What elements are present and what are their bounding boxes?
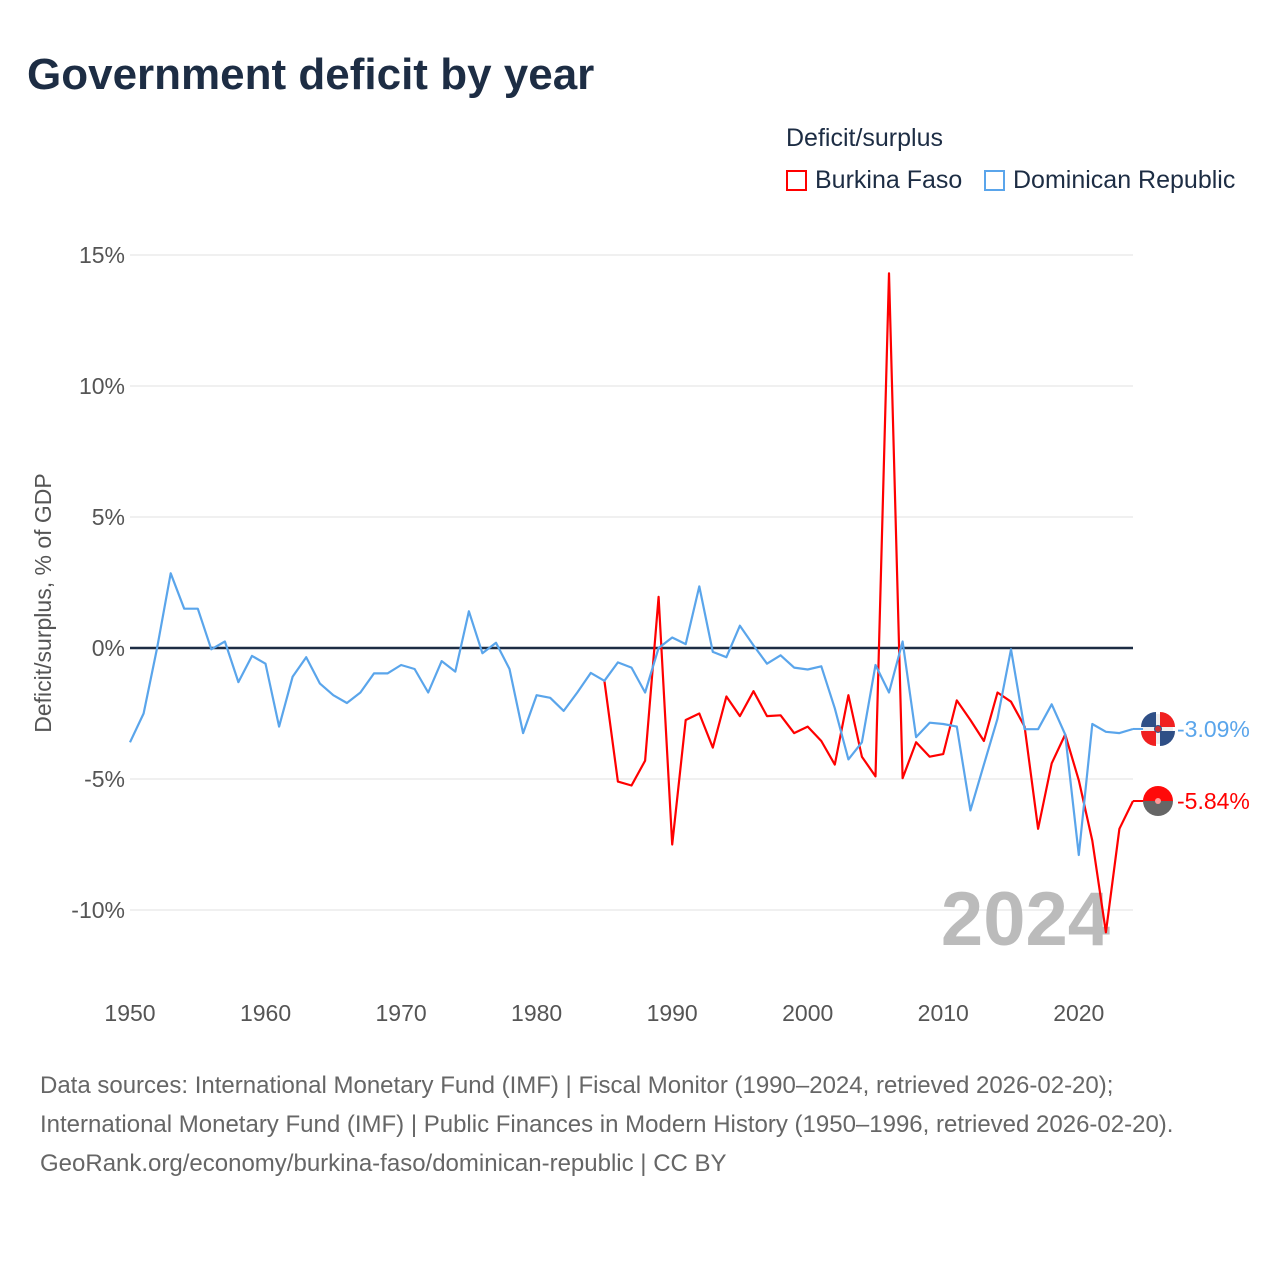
flag-star: [1155, 798, 1161, 805]
y-axis-label: Deficit/surplus, % of GDP: [30, 473, 56, 732]
flag-emblem: [1154, 724, 1162, 733]
legend-label: Burkina Faso: [815, 166, 963, 194]
flag-dominican-republic-icon: [1141, 711, 1175, 746]
y-tick-label: 0%: [92, 635, 125, 661]
flag-top: [1143, 786, 1173, 802]
legend-item-burkina-faso[interactable]: Burkina Faso: [786, 166, 962, 195]
flag-quadrant: [1141, 730, 1156, 746]
x-tick-label: 1970: [375, 1000, 426, 1026]
y-tick-label: 10%: [79, 373, 125, 399]
flag-quadrant: [1160, 730, 1175, 746]
x-tick-label: 1960: [240, 1000, 291, 1026]
legend-item-dominican-republic[interactable]: Dominican Republic: [984, 166, 1235, 195]
data-sources: Data sources: International Monetary Fun…: [40, 1072, 1174, 1138]
x-tick-label: 1990: [647, 1000, 698, 1026]
legend-title: Deficit/surplus: [786, 124, 943, 152]
line-chart: 15% 10% 5% 0% -5% -10% 1950 1960 1970 1980 1990 200…: [30, 242, 1250, 1026]
legend-swatch-burkina-faso: [786, 170, 807, 191]
x-tick-label: 2020: [1053, 1000, 1104, 1026]
series-line-burkina-faso: [603, 272, 1134, 934]
y-tick-label: 15%: [79, 242, 125, 268]
source-link[interactable]: GeoRank.org/economy/burkina-faso/dominic…: [40, 1150, 727, 1177]
end-value-label: -3.09%: [1177, 716, 1250, 742]
legend-swatch-dominican-republic: [984, 170, 1005, 191]
chart-title: Government deficit by year: [27, 50, 595, 99]
x-tick-label: 1950: [104, 1000, 155, 1026]
series-line-dominican-republic: [129, 572, 1134, 857]
x-tick-label: 1980: [511, 1000, 562, 1026]
x-tick-label: 2000: [782, 1000, 833, 1026]
y-tick-label: -5%: [84, 766, 125, 792]
legend-label: Dominican Republic: [1013, 166, 1236, 194]
flag-quadrant: [1160, 711, 1175, 727]
y-tick-label: -10%: [71, 897, 125, 923]
end-value-label: -5.84%: [1177, 788, 1250, 814]
footer: Data sources: International Monetary Fun…: [40, 1066, 1240, 1183]
x-tick-label: 2010: [918, 1000, 969, 1026]
year-watermark: 2024: [941, 877, 1110, 962]
flag-bottom: [1143, 801, 1173, 817]
y-tick-label: 5%: [92, 504, 125, 530]
flag-burkina-faso-icon: [1143, 786, 1173, 817]
flag-quadrant: [1141, 711, 1156, 727]
